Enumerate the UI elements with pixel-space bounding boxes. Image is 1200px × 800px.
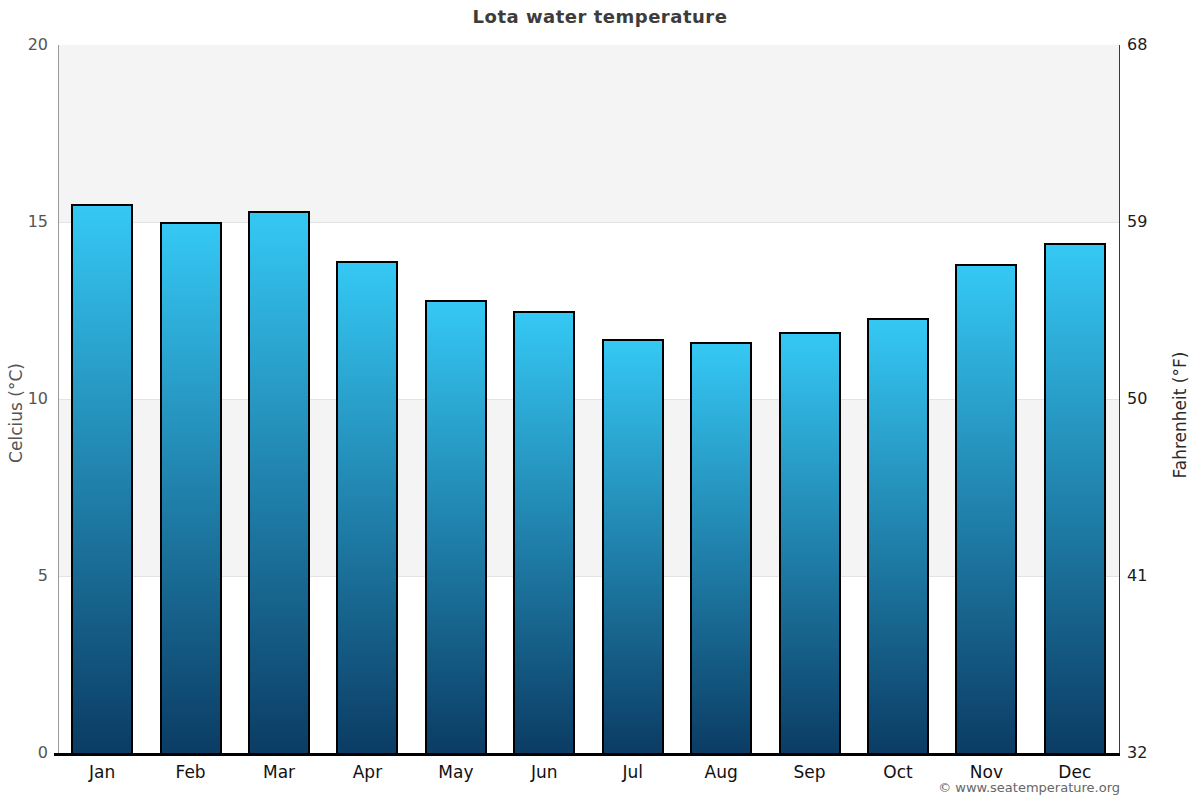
- month-label-may: May: [412, 762, 500, 782]
- x-axis-line: [54, 753, 1120, 756]
- bar-sep: [779, 332, 841, 753]
- right-tick-41: 41: [1127, 567, 1177, 585]
- background-band: [58, 45, 1119, 222]
- bar-jan: [71, 204, 133, 753]
- y-axis-right-line: [1119, 45, 1120, 754]
- bar-oct: [867, 318, 929, 753]
- y-axis-right-title: Fahrenheit (°F): [1170, 265, 1190, 565]
- bar-jul: [602, 339, 664, 753]
- bar-dec: [1044, 243, 1106, 753]
- right-tick-59: 59: [1127, 213, 1177, 231]
- left-tick-0: 0: [8, 744, 48, 762]
- plot-area: [58, 45, 1119, 753]
- copyright-text: © www.seatemperature.org: [820, 780, 1120, 795]
- chart-canvas: Lota water temperature 20151050 68595041…: [0, 0, 1200, 800]
- month-label-jan: Jan: [58, 762, 146, 782]
- month-label-oct: Oct: [854, 762, 942, 782]
- right-tick-68: 68: [1127, 36, 1177, 54]
- month-label-apr: Apr: [323, 762, 411, 782]
- left-tick-20: 20: [8, 36, 48, 54]
- bar-apr: [336, 261, 398, 753]
- bar-aug: [690, 342, 752, 753]
- bar-jun: [513, 311, 575, 754]
- right-tick-32: 32: [1127, 744, 1177, 762]
- bar-mar: [248, 211, 310, 753]
- month-label-jul: Jul: [589, 762, 677, 782]
- bar-may: [425, 300, 487, 753]
- chart-title: Lota water temperature: [0, 6, 1200, 27]
- left-tick-15: 15: [8, 213, 48, 231]
- month-label-nov: Nov: [942, 762, 1030, 782]
- month-label-jun: Jun: [500, 762, 588, 782]
- bar-nov: [955, 264, 1017, 753]
- month-label-sep: Sep: [766, 762, 854, 782]
- left-tick-5: 5: [8, 567, 48, 585]
- month-label-feb: Feb: [147, 762, 235, 782]
- bar-feb: [160, 222, 222, 753]
- y-axis-left-title: Celcius (°C): [6, 263, 26, 563]
- month-label-aug: Aug: [677, 762, 765, 782]
- y-axis-left-line: [58, 45, 59, 753]
- month-label-mar: Mar: [235, 762, 323, 782]
- month-label-dec: Dec: [1031, 762, 1119, 782]
